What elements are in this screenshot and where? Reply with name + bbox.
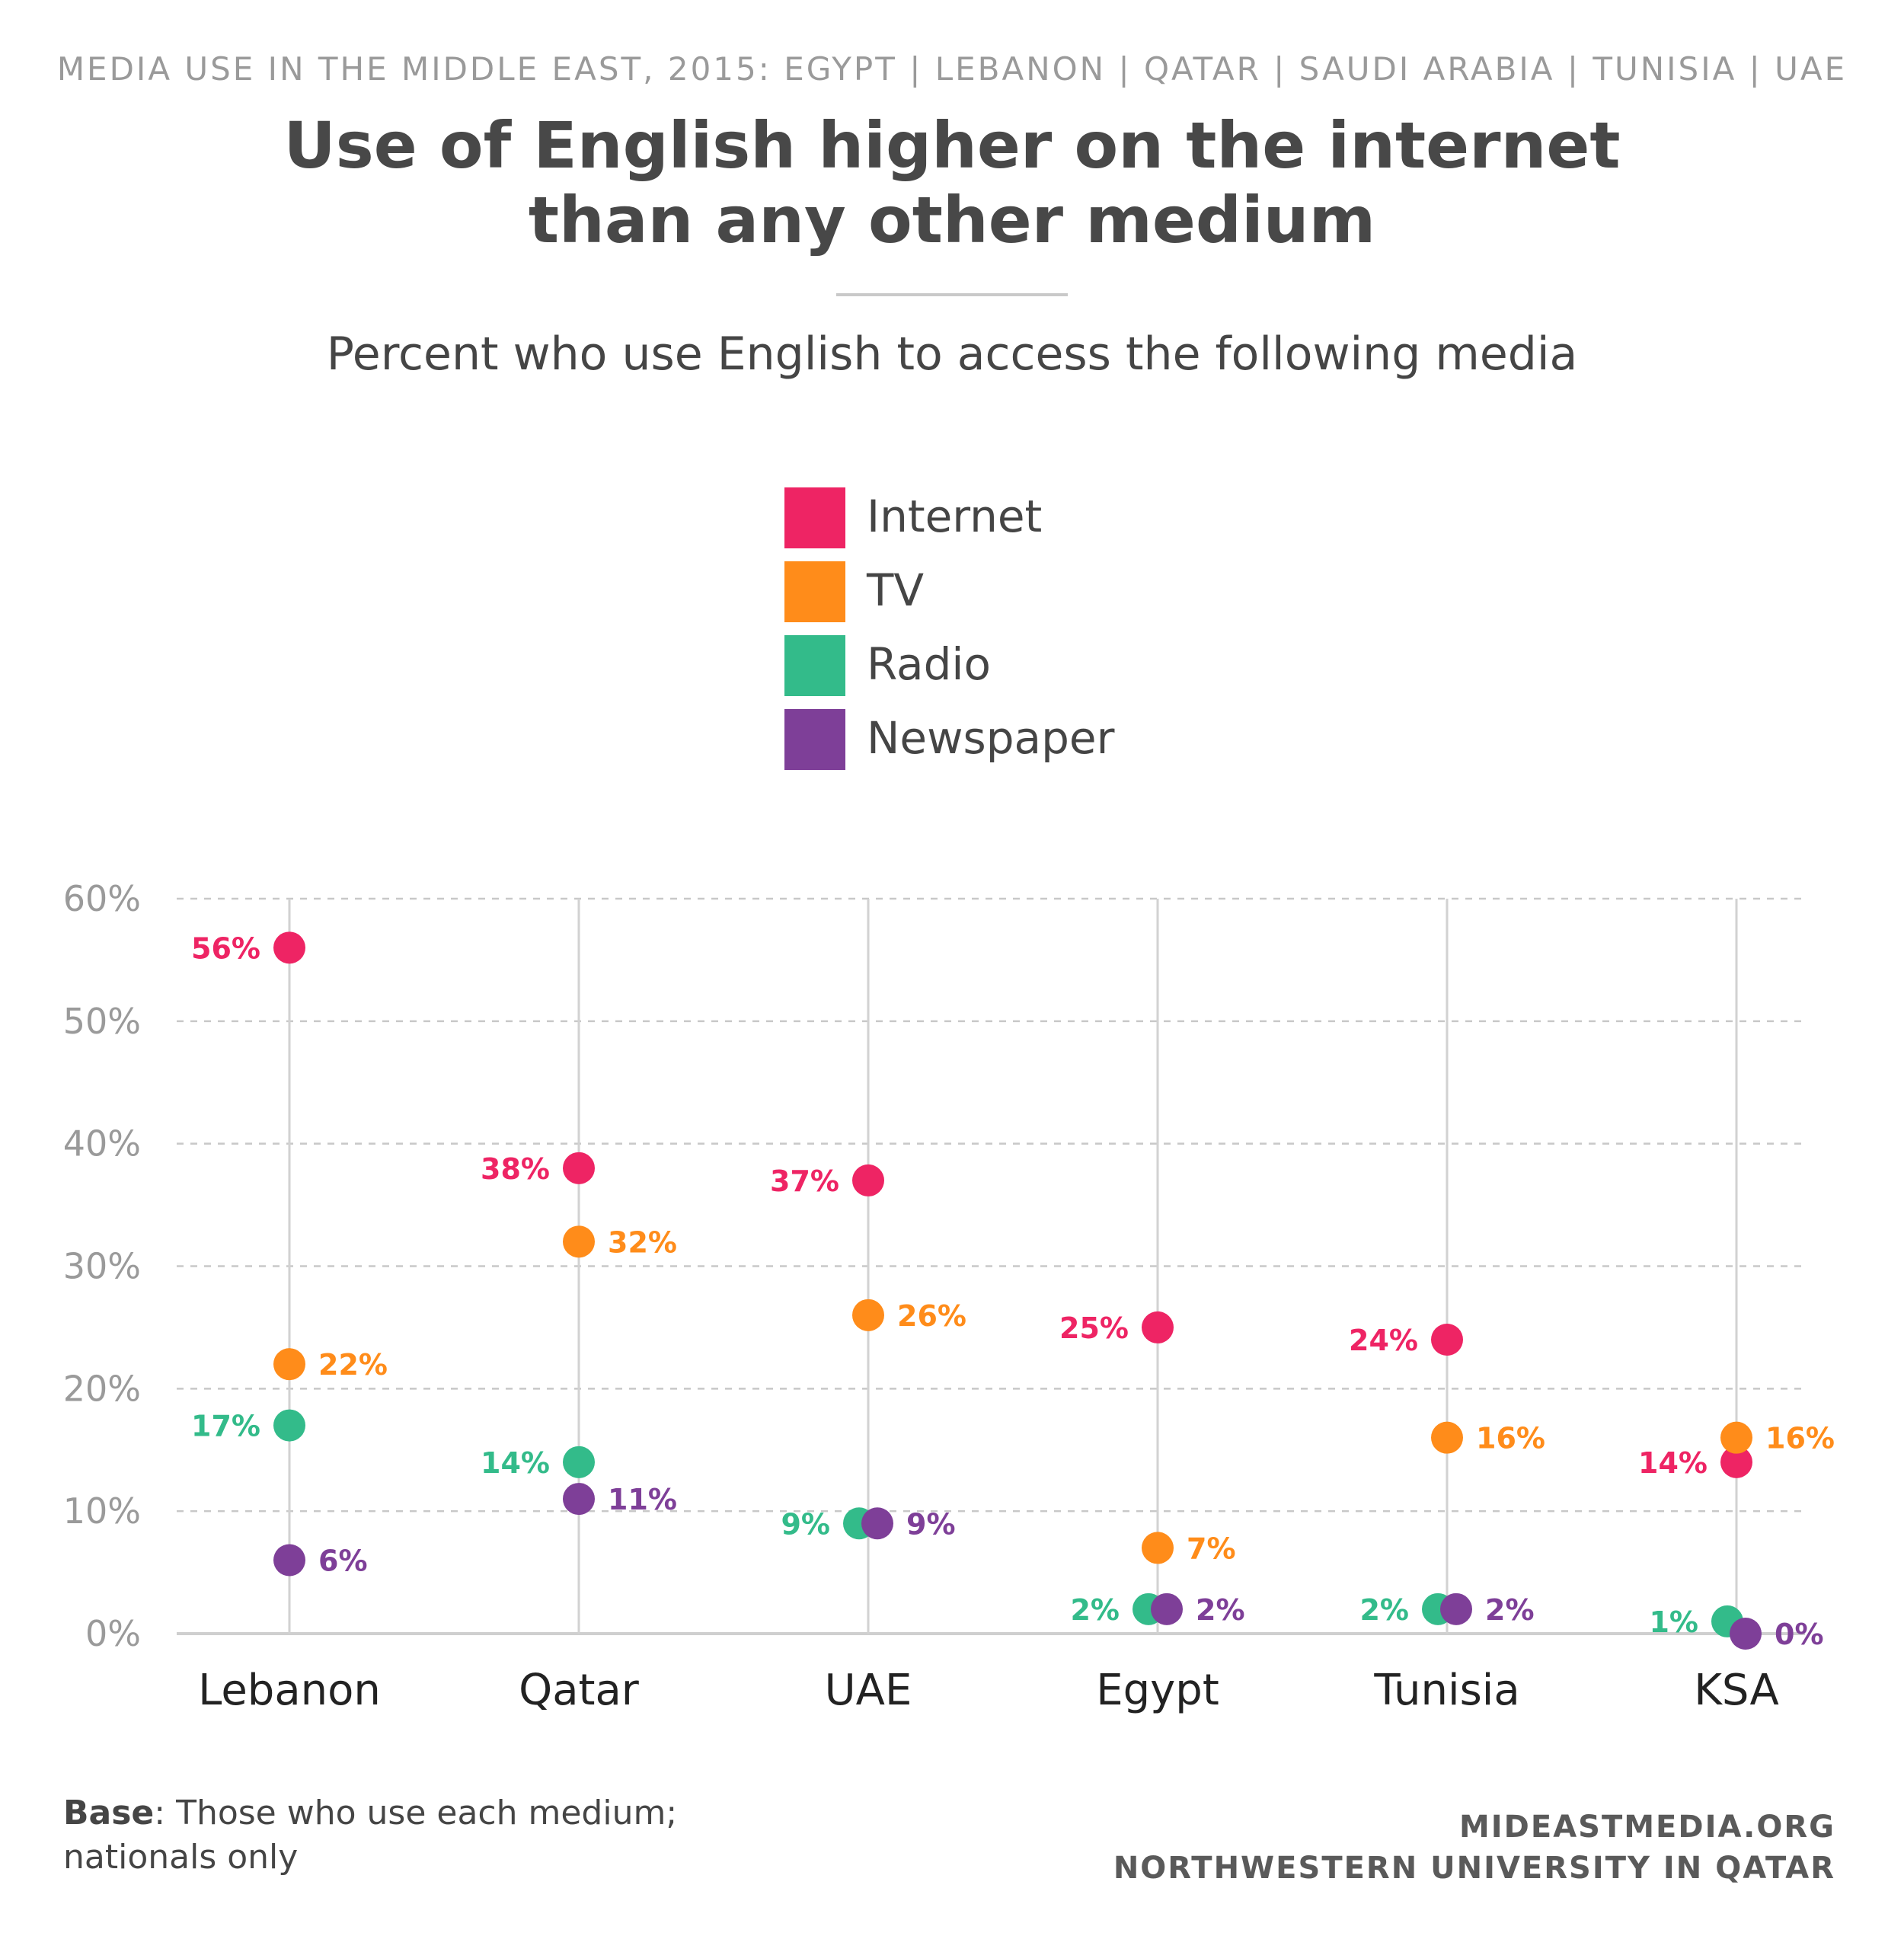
point-newspaper-egypt (1151, 1593, 1183, 1625)
data-label-radio-ksa: 1% (1649, 1605, 1698, 1639)
credit-line-1: MIDEASTMEDIA.ORG (1458, 1810, 1835, 1845)
data-label-newspaper-ksa: 0% (1775, 1618, 1824, 1651)
credit-line-2: NORTHWESTERN UNIVERSITY IN QATAR (1113, 1851, 1835, 1886)
data-label-radio-lebanon: 17% (191, 1410, 260, 1443)
data-label-radio-qatar: 14% (481, 1446, 550, 1480)
x-tick-label-tunisia: Tunisia (1373, 1666, 1519, 1715)
point-newspaper-ksa (1730, 1618, 1762, 1650)
chart-title-line-1: Use of English higher on the internet (283, 108, 1621, 183)
legend-swatch-newspaper (784, 709, 845, 770)
source-credit: MIDEASTMEDIA.ORG NORTHWESTERN UNIVERSITY… (1113, 1807, 1835, 1889)
data-label-newspaper-lebanon: 6% (318, 1545, 368, 1578)
x-tick-label-qatar: Qatar (519, 1666, 640, 1715)
base-footnote-line-1: Base: Those who use each medium; (63, 1791, 677, 1835)
y-tick-label-0: 0% (85, 1613, 141, 1654)
point-internet-uae (852, 1164, 884, 1196)
data-label-internet-lebanon: 56% (191, 931, 260, 965)
base-footnote-line-2: nationals only (63, 1838, 299, 1877)
legend-label-radio: Radio (867, 638, 991, 690)
legend-item-tv: TV (784, 561, 1318, 622)
x-tick-label-egypt: Egypt (1096, 1666, 1219, 1715)
y-tick-label-10: 10% (63, 1490, 141, 1532)
data-label-tv-qatar: 32% (608, 1225, 677, 1259)
point-tv-uae (852, 1299, 884, 1331)
data-label-newspaper-uae: 9% (906, 1507, 956, 1541)
x-tick-label-lebanon: Lebanon (198, 1666, 381, 1715)
supertitle: MEDIA USE IN THE MIDDLE EAST, 2015: EGYP… (56, 50, 1848, 88)
point-internet-qatar (563, 1152, 595, 1184)
data-label-radio-uae: 9% (781, 1507, 830, 1541)
point-tv-tunisia (1431, 1421, 1463, 1454)
data-label-internet-qatar: 38% (481, 1152, 550, 1186)
legend-swatch-internet (784, 487, 845, 548)
point-internet-ksa (1720, 1446, 1752, 1478)
point-internet-egypt (1142, 1311, 1174, 1343)
point-tv-lebanon (273, 1348, 305, 1381)
y-tick-label-40: 40% (63, 1123, 141, 1164)
base-label: Base (63, 1794, 155, 1832)
legend-item-newspaper: Newspaper (784, 709, 1318, 770)
x-tick-label-ksa: KSA (1694, 1666, 1779, 1715)
base-text: : Those who use each medium; (154, 1794, 678, 1832)
legend-swatch-radio (784, 635, 845, 696)
data-label-internet-tunisia: 24% (1349, 1324, 1418, 1357)
data-label-tv-egypt: 7% (1187, 1532, 1236, 1565)
data-label-internet-uae: 37% (770, 1164, 839, 1198)
y-tick-label-30: 30% (63, 1246, 141, 1287)
chart-subtitle: Percent who use English to access the fo… (326, 327, 1578, 381)
data-label-radio-egypt: 2% (1070, 1593, 1120, 1627)
title-divider (836, 293, 1068, 296)
data-label-newspaper-egypt: 2% (1196, 1593, 1245, 1627)
point-radio-lebanon (273, 1409, 305, 1442)
legend-label-tv: TV (867, 564, 925, 616)
legend-item-radio: Radio (784, 635, 1318, 696)
data-label-radio-tunisia: 2% (1359, 1593, 1409, 1627)
data-label-tv-ksa: 16% (1765, 1422, 1835, 1455)
point-tv-ksa (1720, 1421, 1752, 1454)
point-newspaper-uae (861, 1507, 893, 1540)
point-newspaper-tunisia (1440, 1593, 1472, 1625)
chart-title: Use of English higher on the internet th… (0, 108, 1904, 257)
chart-title-line-2: than any other medium (528, 183, 1376, 257)
y-tick-label-60: 60% (63, 878, 141, 919)
legend-swatch-tv (784, 561, 845, 622)
y-tick-label-20: 20% (63, 1368, 141, 1409)
data-label-newspaper-qatar: 11% (608, 1483, 677, 1516)
data-label-tv-tunisia: 16% (1476, 1422, 1545, 1455)
base-footnote: Base: Those who use each medium; nationa… (63, 1791, 677, 1880)
point-radio-qatar (563, 1446, 595, 1478)
point-newspaper-qatar (563, 1483, 595, 1516)
y-tick-label-50: 50% (63, 1001, 141, 1042)
x-tick-label-uae: UAE (825, 1666, 912, 1715)
point-internet-tunisia (1431, 1324, 1463, 1356)
data-label-internet-ksa: 14% (1638, 1446, 1708, 1480)
point-tv-egypt (1142, 1532, 1174, 1564)
data-label-tv-uae: 26% (897, 1299, 966, 1333)
point-tv-qatar (563, 1225, 595, 1258)
data-label-newspaper-tunisia: 2% (1485, 1593, 1535, 1627)
legend-label-newspaper: Newspaper (867, 712, 1115, 764)
legend-label-internet: Internet (867, 490, 1043, 542)
chart-plot: 0% 10% 20% 30% 40% 50% 60% Lebanon Qatar UAE Egypt… (63, 878, 1835, 1715)
data-label-internet-egypt: 25% (1059, 1311, 1129, 1345)
point-newspaper-lebanon (273, 1544, 305, 1577)
data-label-tv-lebanon: 22% (318, 1348, 388, 1382)
legend-item-internet: Internet (784, 487, 1318, 548)
point-internet-lebanon (273, 931, 305, 964)
